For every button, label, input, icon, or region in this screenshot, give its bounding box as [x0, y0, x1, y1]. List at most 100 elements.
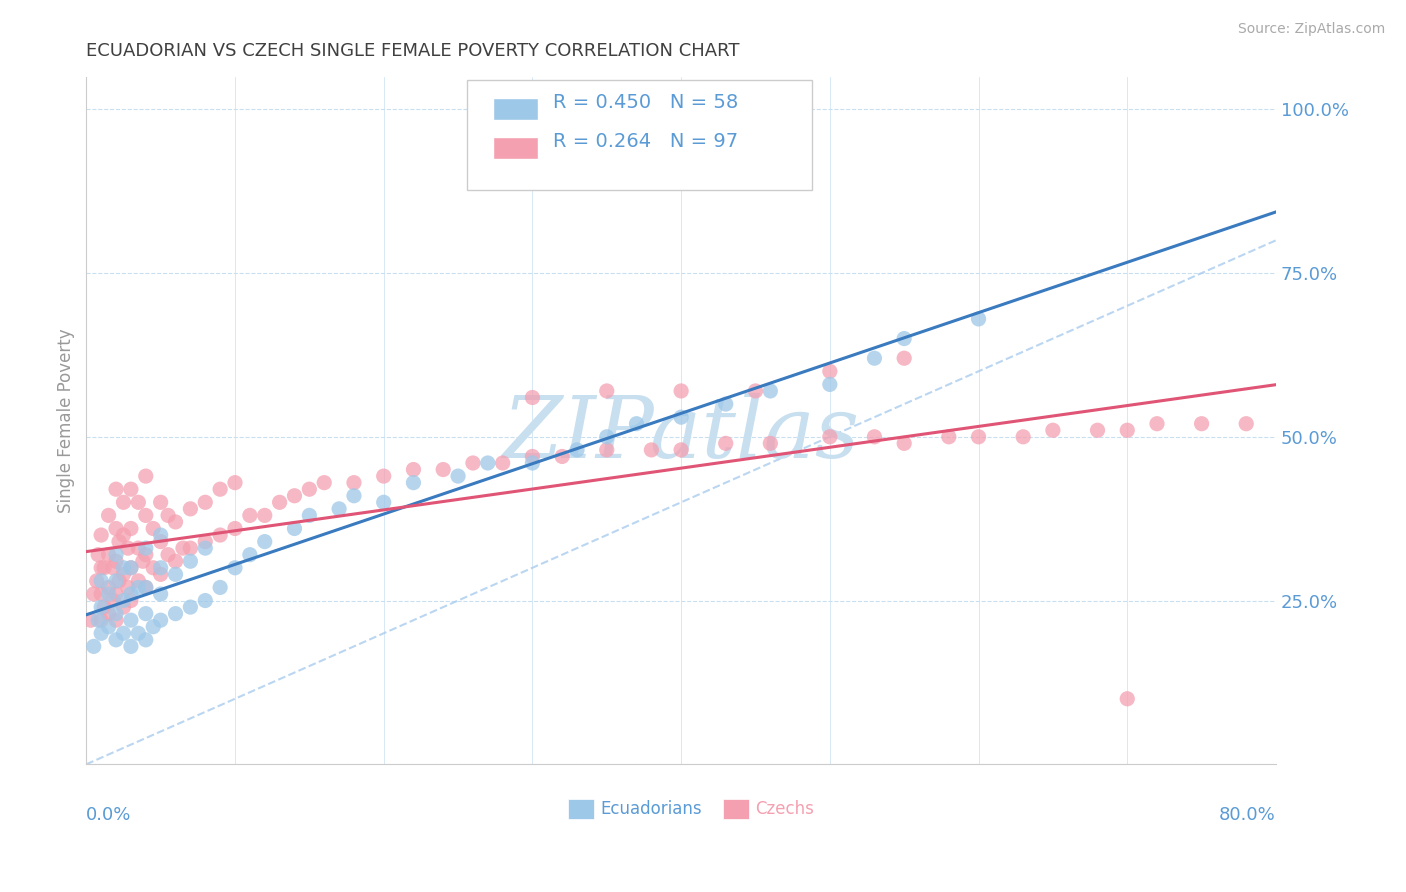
Point [551, 450, 574, 464]
Point [1116, 691, 1139, 706]
Point [97, 581, 120, 595]
Point [165, 607, 187, 621]
Point [343, 475, 366, 490]
Point [135, 541, 157, 556]
Point [759, 436, 782, 450]
Point [117, 541, 139, 556]
Point [239, 548, 262, 562]
Point [142, 521, 165, 535]
Point [669, 384, 692, 398]
Point [120, 640, 142, 654]
Point [626, 417, 648, 431]
Point [149, 528, 172, 542]
Point [97, 620, 120, 634]
Point [402, 462, 425, 476]
Point [938, 430, 960, 444]
Point [105, 574, 128, 588]
Point [80, 613, 103, 627]
Point [432, 462, 454, 476]
Point [117, 581, 139, 595]
Point [967, 430, 990, 444]
Point [640, 442, 662, 457]
Point [224, 561, 246, 575]
Text: ECUADORIAN VS CZECH SINGLE FEMALE POVERTY CORRELATION CHART: ECUADORIAN VS CZECH SINGLE FEMALE POVERT… [86, 42, 740, 60]
Point [97, 508, 120, 523]
Point [112, 567, 135, 582]
Point [1146, 417, 1168, 431]
Point [224, 521, 246, 535]
Point [179, 600, 201, 615]
Point [253, 534, 276, 549]
Text: 80.0%: 80.0% [1219, 805, 1277, 823]
Point [283, 489, 305, 503]
Point [522, 456, 544, 470]
Point [135, 469, 157, 483]
Point [101, 593, 124, 607]
Point [893, 436, 915, 450]
Point [112, 593, 135, 607]
Point [90, 600, 112, 615]
Point [157, 548, 180, 562]
Point [714, 397, 737, 411]
Point [343, 489, 366, 503]
Point [90, 561, 112, 575]
Point [135, 548, 157, 562]
Point [105, 613, 128, 627]
Point [298, 508, 321, 523]
Point [818, 364, 841, 378]
Point [90, 587, 112, 601]
Point [373, 469, 395, 483]
Point [132, 554, 155, 568]
Point [179, 554, 201, 568]
Point [818, 430, 841, 444]
Point [522, 450, 544, 464]
Point [172, 541, 194, 556]
Point [165, 515, 187, 529]
Point [112, 600, 135, 615]
Point [565, 442, 588, 457]
Text: 0.0%: 0.0% [86, 805, 132, 823]
Point [105, 554, 128, 568]
Point [1191, 417, 1213, 431]
Point [97, 587, 120, 601]
Text: Ecuadorians: Ecuadorians [600, 800, 702, 818]
Point [209, 482, 232, 496]
Point [135, 508, 157, 523]
FancyBboxPatch shape [467, 80, 813, 190]
Point [314, 475, 336, 490]
Point [105, 587, 128, 601]
Point [127, 541, 149, 556]
Text: R = 0.450   N = 58: R = 0.450 N = 58 [553, 93, 738, 112]
Point [157, 508, 180, 523]
Point [112, 528, 135, 542]
Point [87, 548, 110, 562]
Point [108, 574, 131, 588]
Point [127, 574, 149, 588]
Point [112, 495, 135, 509]
Text: Czechs: Czechs [755, 800, 814, 818]
Point [108, 534, 131, 549]
Point [120, 587, 142, 601]
Point [112, 561, 135, 575]
Point [402, 475, 425, 490]
Point [142, 620, 165, 634]
Point [83, 640, 105, 654]
Bar [723, 798, 749, 819]
Bar [494, 98, 538, 120]
Point [101, 561, 124, 575]
Point [90, 613, 112, 627]
Point [1012, 430, 1035, 444]
Y-axis label: Single Female Poverty: Single Female Poverty [58, 328, 75, 513]
Point [90, 528, 112, 542]
Point [120, 521, 142, 535]
Point [298, 482, 321, 496]
Point [86, 574, 108, 588]
Point [744, 384, 766, 398]
Point [120, 613, 142, 627]
Point [1234, 417, 1257, 431]
Point [194, 593, 217, 607]
Point [120, 561, 142, 575]
Point [149, 495, 172, 509]
Point [165, 567, 187, 582]
Point [447, 469, 470, 483]
